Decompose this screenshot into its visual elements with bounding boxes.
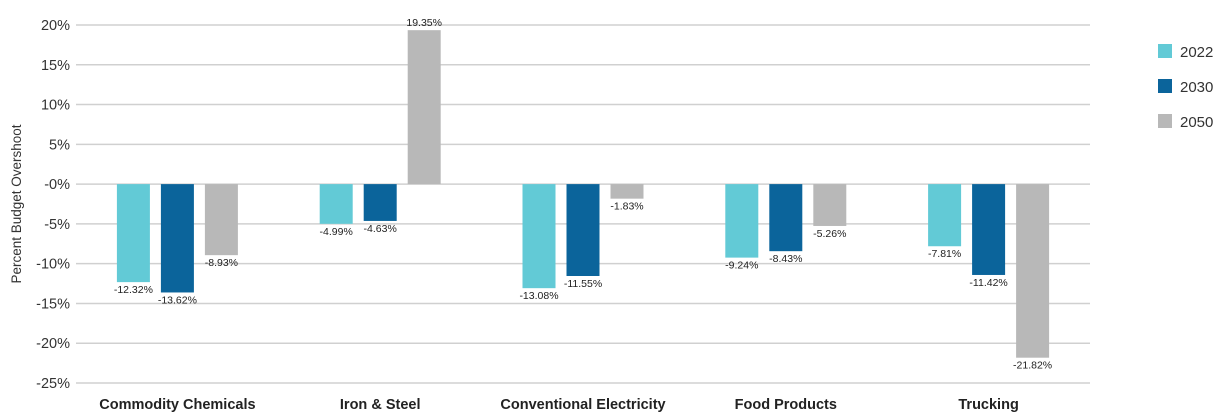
bar-2050	[407, 30, 441, 185]
legend-swatch-2050	[1158, 114, 1172, 128]
y-tick-label: -15%	[36, 296, 70, 312]
legend-label: 2050	[1180, 114, 1213, 131]
x-category-label: Trucking	[958, 397, 1018, 413]
x-axis-categories: Commodity Chemicals Iron & Steel Conventio…	[99, 397, 1019, 413]
bar-2030	[160, 184, 194, 293]
data-label: -5.26%	[813, 228, 846, 240]
legend: 2022 2030 2050	[1158, 44, 1213, 131]
bar-2030	[769, 184, 803, 252]
y-tick-label: 10%	[41, 98, 70, 114]
bar-2050	[813, 184, 847, 226]
data-label: -4.99%	[320, 226, 353, 238]
data-labels: -12.32% -13.62% -8.93% -4.99% -4.63% 19.35% -1…	[114, 17, 1052, 372]
data-label: -8.93%	[205, 257, 238, 269]
legend-swatch-2022	[1158, 44, 1172, 58]
y-tick-label: 5%	[49, 137, 70, 153]
data-label: -9.24%	[725, 260, 758, 272]
legend-label: 2022	[1180, 44, 1213, 61]
x-category-label: Iron & Steel	[340, 397, 421, 413]
data-label: -21.82%	[1013, 360, 1052, 372]
bar-2022	[928, 184, 962, 247]
data-label: -11.55%	[564, 278, 602, 290]
y-tick-label: -5%	[44, 217, 70, 233]
data-label: -13.08%	[519, 290, 558, 302]
bar-2050	[204, 184, 238, 256]
y-axis-ticks: 20% 15% 10% 5% -0% -5% -10% -15% -20% -25%	[36, 18, 70, 392]
data-label: -13.62%	[158, 294, 197, 306]
bar-2030	[566, 184, 600, 276]
y-tick-label: -10%	[36, 257, 70, 273]
y-tick-label: 15%	[41, 58, 70, 74]
data-label: -4.63%	[364, 223, 397, 235]
legend-label: 2030	[1180, 79, 1213, 96]
bar-2030	[363, 184, 397, 221]
y-tick-label: 20%	[41, 18, 70, 34]
bar-2022	[522, 184, 556, 289]
bar-2050	[1016, 184, 1050, 358]
bar-2050	[610, 184, 644, 199]
y-axis-label: Percent Budget Overshoot	[9, 124, 24, 283]
bar-2022	[725, 184, 759, 258]
data-label: -1.83%	[610, 201, 643, 213]
bars	[116, 30, 1050, 358]
x-category-label: Food Products	[735, 397, 837, 413]
data-label: -12.32%	[114, 284, 153, 296]
y-tick-label: -25%	[36, 376, 70, 392]
data-label: -8.43%	[769, 253, 802, 265]
legend-swatch-2030	[1158, 79, 1172, 93]
data-label: -7.81%	[928, 248, 961, 260]
data-label: 19.35%	[406, 17, 442, 29]
data-label: -11.42%	[969, 277, 1007, 289]
bar-2022	[319, 184, 353, 224]
x-category-label: Commodity Chemicals	[99, 397, 255, 413]
bar-2030	[972, 184, 1006, 275]
bar-2022	[116, 184, 150, 283]
y-tick-label: -20%	[36, 336, 70, 352]
y-tick-label: -0%	[44, 177, 70, 193]
x-category-label: Conventional Electricity	[500, 397, 665, 413]
